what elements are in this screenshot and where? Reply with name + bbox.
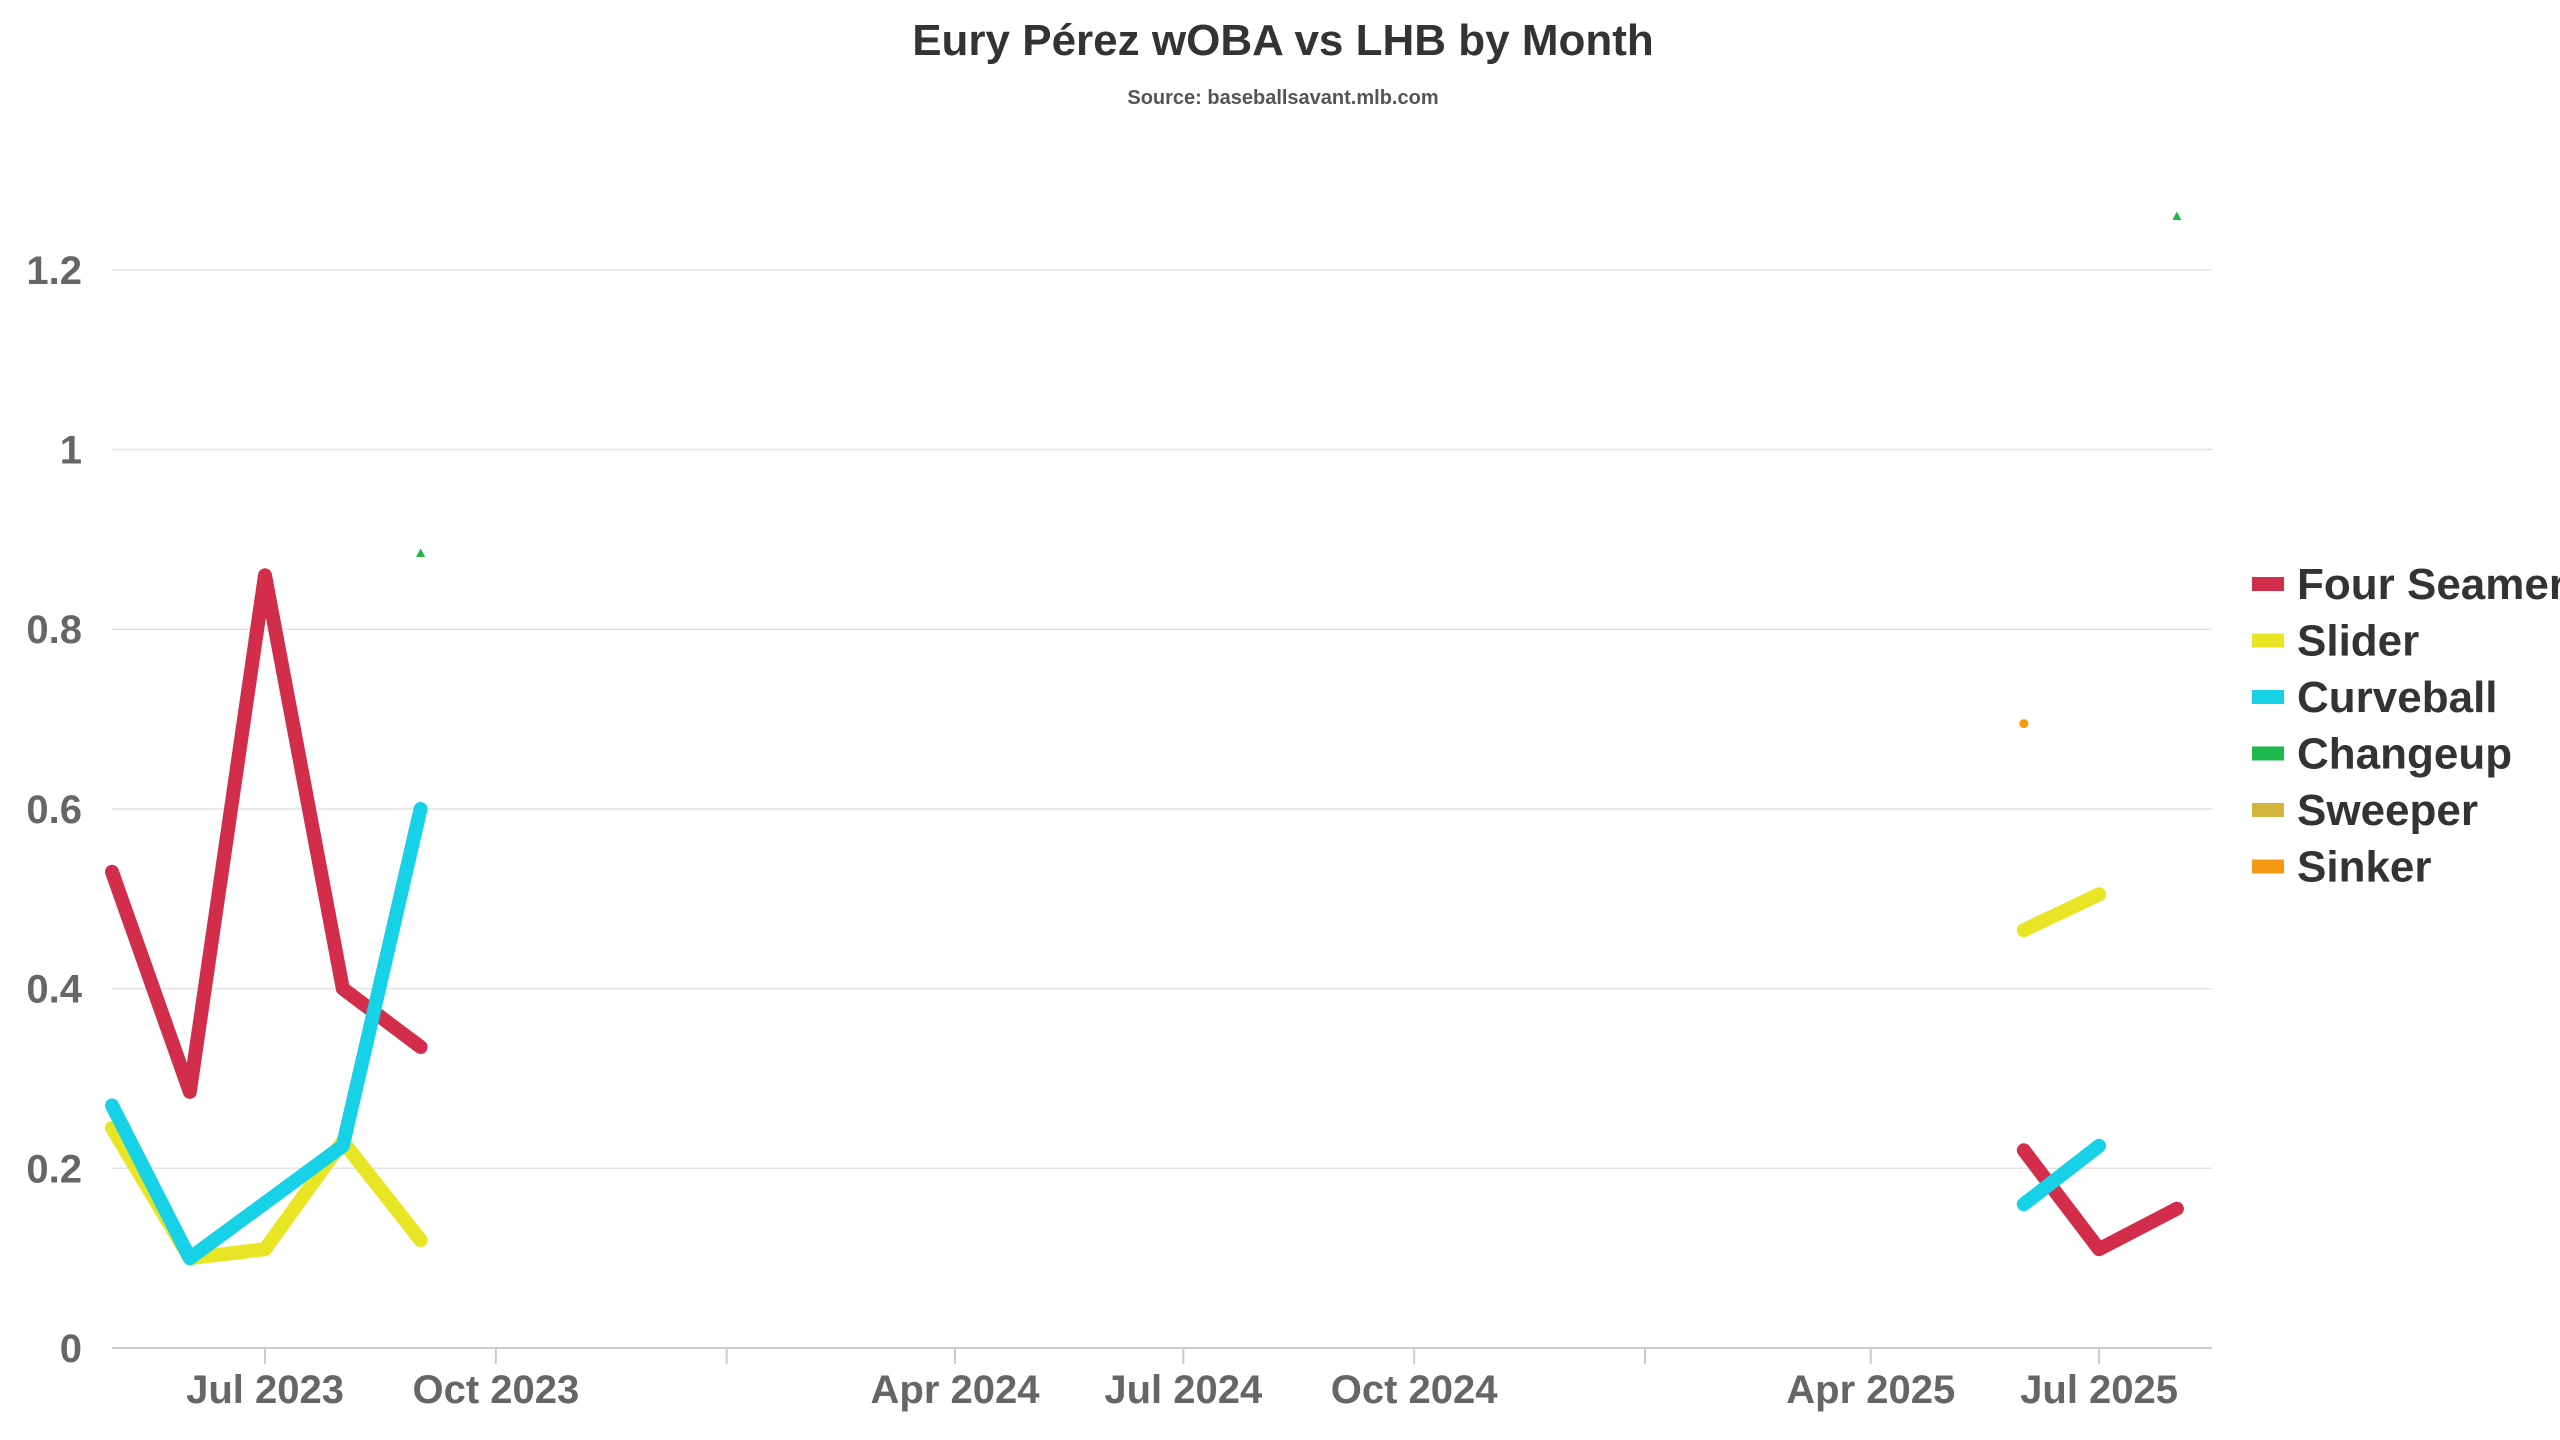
sinker-point [2019, 719, 2029, 729]
chart-subtitle: Source: baseballsavant.mlb.com [1127, 87, 1438, 109]
legend-label-changeup: Changeup [2297, 730, 2512, 779]
curveball-line [105, 801, 428, 1266]
x-tick-label: Jul 2023 [186, 1368, 344, 1412]
chart-title: Eury Pérez wOBA vs LHB by Month [912, 16, 1654, 65]
curveball-line [2016, 1138, 2107, 1212]
y-tick-label: 0.6 [26, 788, 82, 832]
legend-swatch-sweeper [2252, 803, 2284, 817]
legend-label-slider: Slider [2297, 617, 2419, 666]
x-tick-label: Apr 2025 [1786, 1368, 1955, 1412]
x-tick-label: Jul 2025 [2020, 1368, 2178, 1412]
legend-label-sweeper: Sweeper [2297, 786, 2478, 835]
legend-swatch-curveball [2252, 690, 2284, 704]
y-tick-label: 0.2 [26, 1147, 82, 1191]
legend-swatch-slider [2252, 633, 2284, 648]
x-tick-label: Jul 2024 [1104, 1368, 1263, 1412]
legend-label-sinker: Sinker [2297, 843, 2432, 892]
y-tick-label: 0 [60, 1327, 82, 1371]
y-tick-label: 0.4 [26, 968, 82, 1012]
legend-swatch-sinker [2252, 859, 2284, 874]
legend-swatch-four-seamer [2252, 577, 2284, 591]
x-tick-label: Apr 2024 [871, 1368, 1041, 1412]
legend: Four Seamer Slider Curveball Changeup Sweepe… [2252, 560, 2560, 892]
grid-lines [112, 269, 2212, 1170]
legend-label-four-seamer: Four Seamer [2297, 560, 2560, 609]
changeup-point [2172, 211, 2182, 220]
x-tick-label: Oct 2023 [412, 1368, 579, 1412]
x-axis-ticks: Jul 2023 Oct 2023 Apr 2024 Jul 2024 Oct 2024… [186, 1348, 2178, 1412]
y-axis-ticks: 0 0.2 0.4 0.6 0.8 1 1.2 [26, 249, 82, 1371]
changeup-point [416, 548, 426, 557]
y-tick-label: 0.8 [26, 608, 82, 652]
y-tick-label: 1.2 [26, 249, 82, 293]
four-seamer-line [2016, 1143, 2184, 1257]
x-tick-label: Oct 2024 [1331, 1368, 1499, 1412]
y-tick-label: 1 [60, 429, 82, 473]
legend-swatch-changeup [2252, 746, 2284, 761]
legend-label-curveball: Curveball [2297, 673, 2498, 722]
series-lines [105, 211, 2184, 1266]
slider-line [2016, 887, 2107, 938]
